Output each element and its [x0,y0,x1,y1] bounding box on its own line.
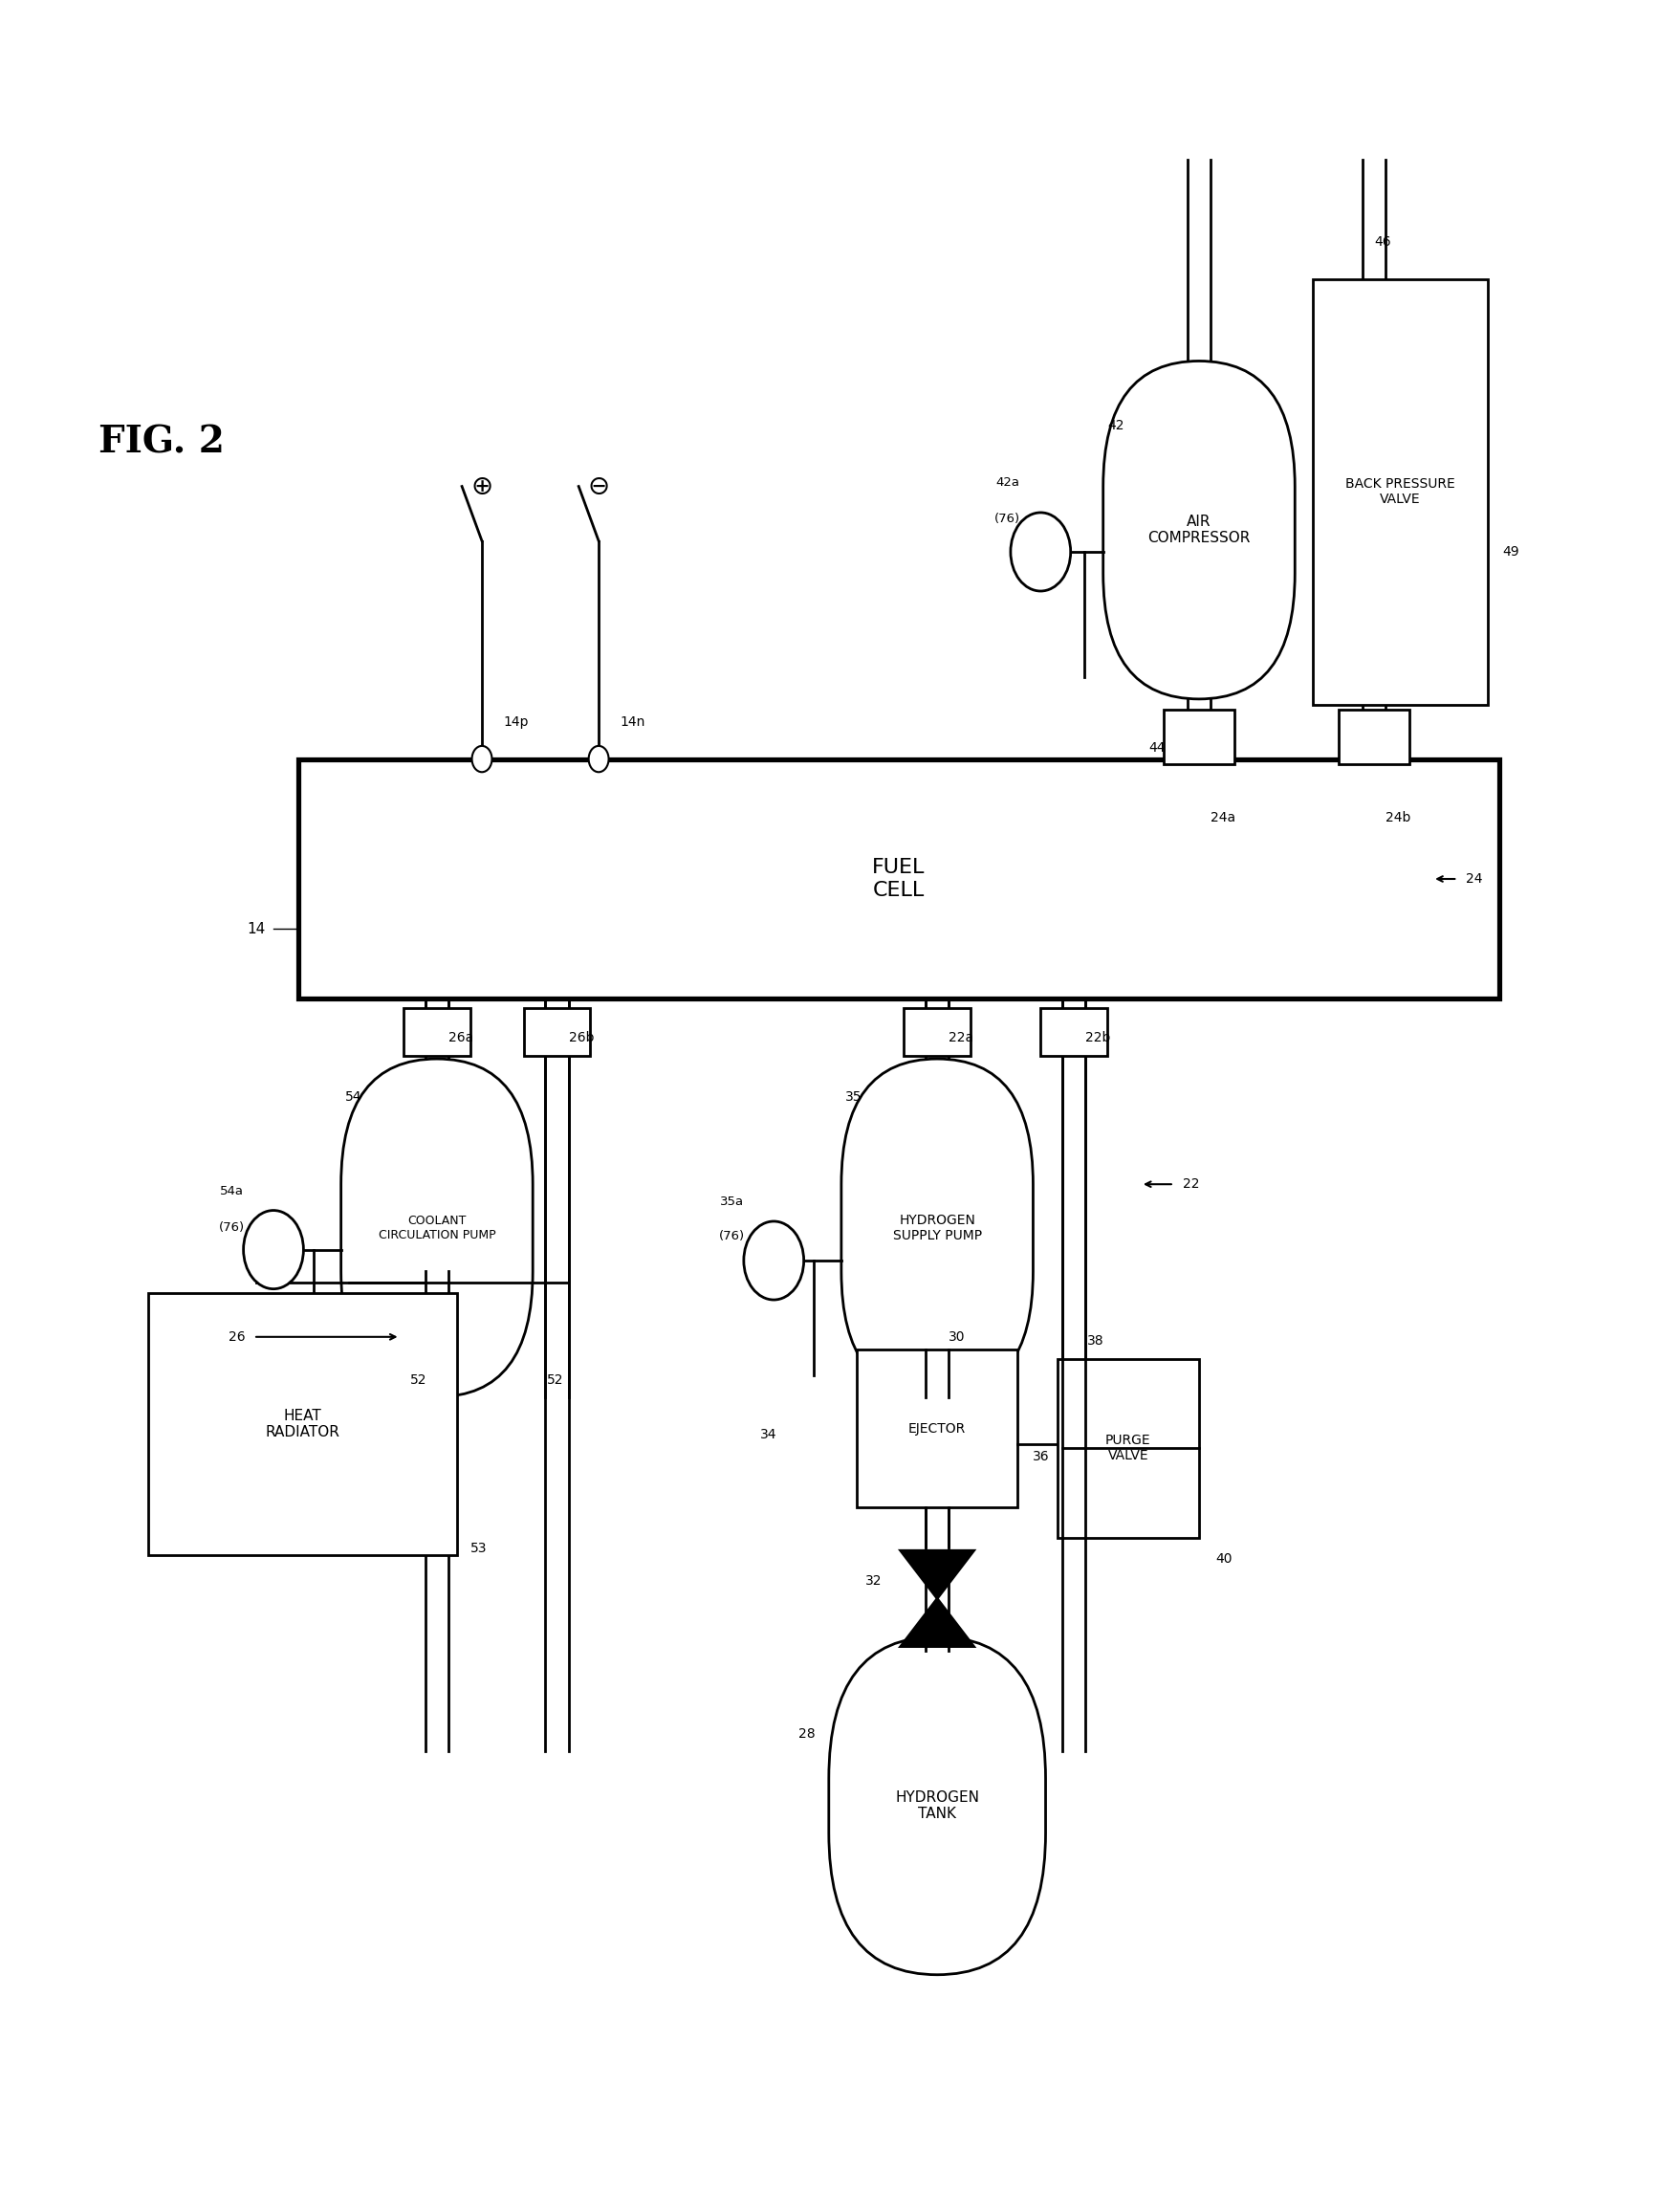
Text: 22a: 22a [948,1031,973,1044]
Text: 52: 52 [410,1373,427,1387]
Text: HYDROGEN
TANK: HYDROGEN TANK [895,1790,979,1821]
Circle shape [743,1222,803,1299]
Text: 14n: 14n [620,715,645,728]
Text: 42: 42 [1107,419,1124,432]
Text: HYDROGEN
SUPPLY PUMP: HYDROGEN SUPPLY PUMP [892,1213,981,1242]
FancyBboxPatch shape [1163,711,1233,764]
FancyBboxPatch shape [828,1637,1045,1975]
FancyBboxPatch shape [1057,1358,1198,1538]
Text: 42a: 42a [995,476,1018,489]
FancyBboxPatch shape [1102,362,1294,700]
Text: 30: 30 [948,1330,964,1343]
Circle shape [472,746,492,772]
Text: 53: 53 [470,1542,487,1556]
Text: 35a: 35a [719,1196,744,1209]
Text: 22: 22 [1181,1178,1198,1191]
Text: (76): (76) [218,1222,245,1233]
Text: 46: 46 [1373,235,1389,248]
Polygon shape [900,1551,973,1599]
Circle shape [1010,513,1070,590]
Text: ⊕: ⊕ [470,474,492,500]
FancyBboxPatch shape [148,1292,457,1556]
Text: 22b: 22b [1085,1031,1110,1044]
Text: 24a: 24a [1210,812,1235,825]
Text: 49: 49 [1502,544,1519,559]
Text: 32: 32 [865,1575,882,1588]
FancyBboxPatch shape [1312,279,1487,704]
Text: 40: 40 [1215,1553,1231,1567]
Text: 54a: 54a [220,1185,244,1198]
Text: (76): (76) [719,1231,744,1242]
FancyBboxPatch shape [1339,711,1408,764]
Text: 28: 28 [798,1727,815,1740]
Text: 26b: 26b [568,1031,593,1044]
Text: AIR
COMPRESSOR: AIR COMPRESSOR [1147,516,1250,546]
Text: BACK PRESSURE
VALVE: BACK PRESSURE VALVE [1344,478,1453,507]
FancyBboxPatch shape [857,1349,1016,1507]
FancyBboxPatch shape [299,759,1499,998]
Text: 44: 44 [1149,742,1164,755]
FancyBboxPatch shape [403,1007,470,1055]
Text: 54: 54 [344,1090,361,1104]
Text: EJECTOR: EJECTOR [907,1422,966,1435]
Circle shape [588,746,608,772]
Text: 52: 52 [546,1373,563,1387]
Text: 36: 36 [1032,1450,1048,1463]
Text: 24b: 24b [1384,812,1410,825]
Text: 26a: 26a [449,1031,474,1044]
Text: PURGE
VALVE: PURGE VALVE [1105,1433,1151,1463]
FancyBboxPatch shape [1040,1007,1107,1055]
Text: 14: 14 [247,921,265,937]
Text: COOLANT
CIRCULATION PUMP: COOLANT CIRCULATION PUMP [378,1215,496,1242]
Text: 14p: 14p [504,715,529,728]
Text: FUEL
CELL: FUEL CELL [872,858,924,900]
Text: 34: 34 [759,1428,776,1441]
Polygon shape [900,1599,973,1646]
Text: FIG. 2: FIG. 2 [99,426,225,461]
Circle shape [244,1211,304,1288]
FancyBboxPatch shape [524,1007,590,1055]
Text: 38: 38 [1087,1334,1104,1347]
FancyBboxPatch shape [904,1007,969,1055]
Text: (76): (76) [993,513,1020,524]
Text: HEAT
RADIATOR: HEAT RADIATOR [265,1409,339,1439]
FancyBboxPatch shape [341,1060,533,1398]
Text: 26: 26 [228,1330,245,1343]
Text: ⊖: ⊖ [588,474,610,500]
Text: 24: 24 [1465,873,1482,886]
FancyBboxPatch shape [840,1060,1033,1398]
Text: 35: 35 [845,1090,862,1104]
